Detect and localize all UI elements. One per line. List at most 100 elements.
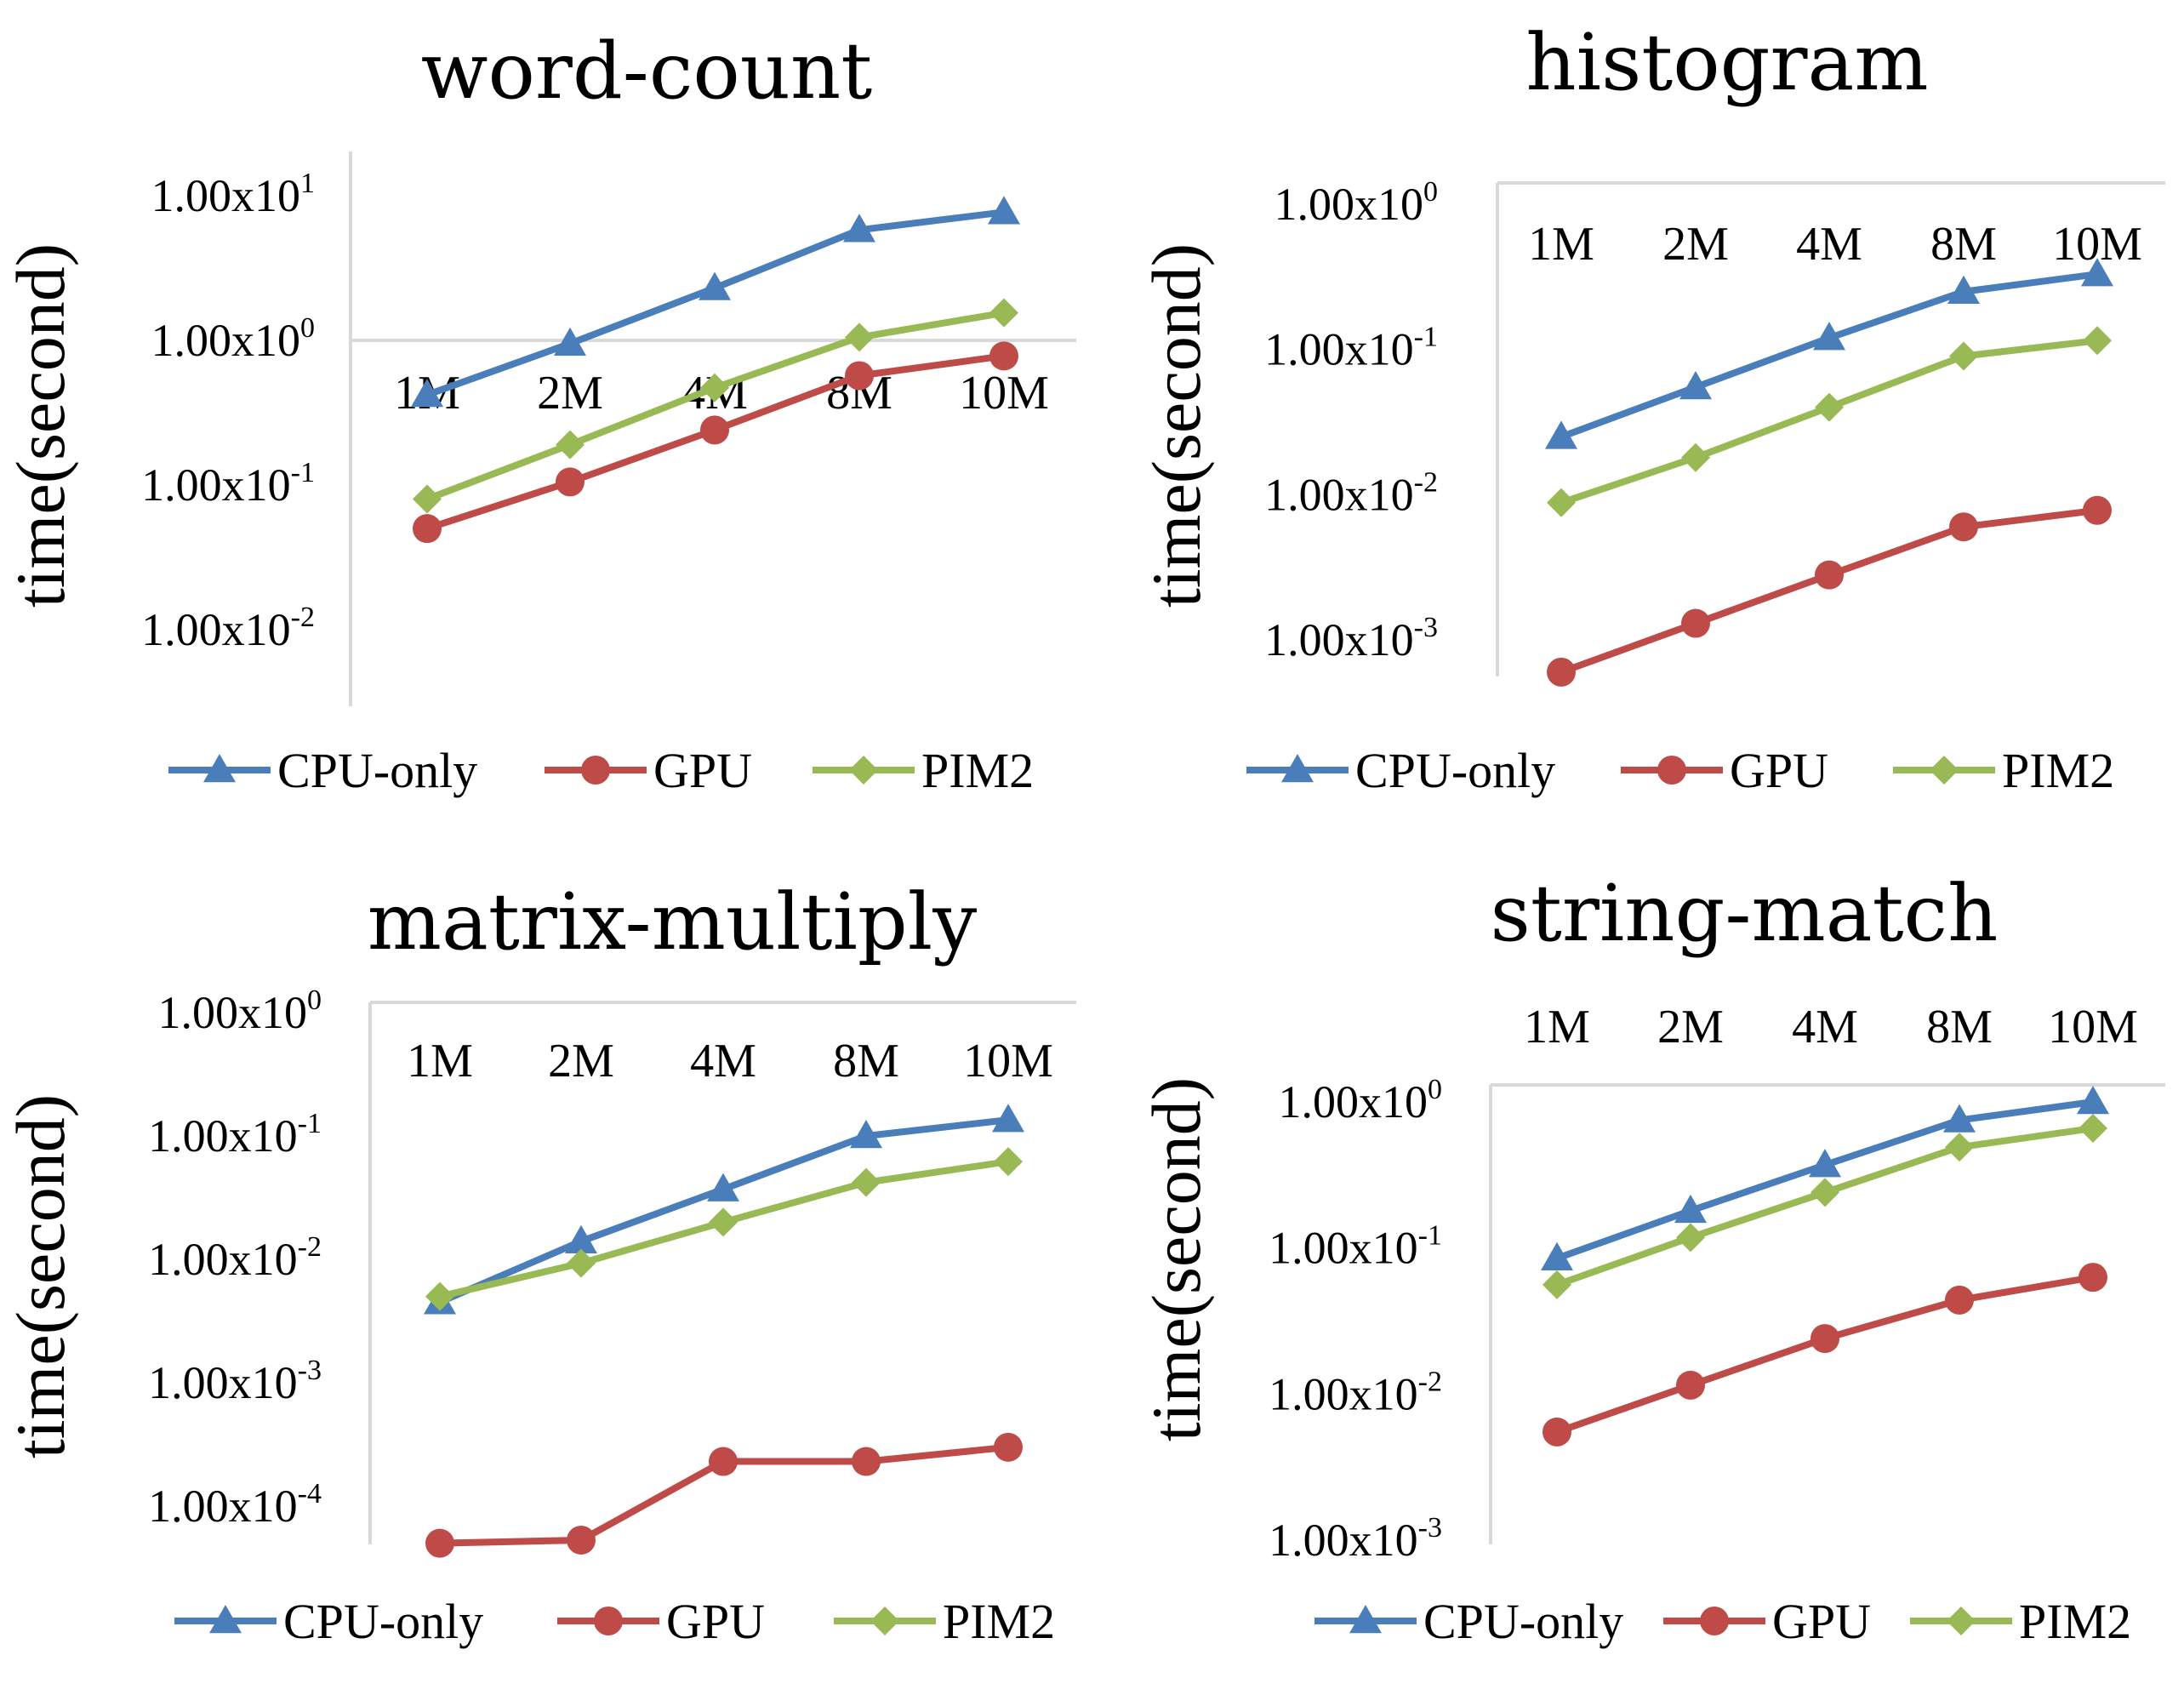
data-point-cpu-only [554,327,586,357]
chart-panel-word-count: word-count time(second) 1.00x101 1.00x100 1.… [2,26,1076,798]
y-tick-label: 1.00x10-2 [1269,1366,1442,1419]
data-point-pim2 [1547,488,1576,517]
data-point-pim2 [413,484,442,514]
data-point-cpu-only [411,379,443,408]
x-tick-label: 1M [1524,1001,1590,1053]
data-point-cpu-only [850,1120,882,1149]
y-tick-label: 1.00x10-1 [1264,322,1438,375]
data-point-pim2 [1949,341,1978,371]
data-point-cpu-only [2077,1086,2109,1115]
legend-marker-cpu-only [1281,754,1314,783]
chart-title: string-match [1491,868,1999,959]
x-tick-label: 1M [407,1035,473,1087]
data-point-pim2 [1815,392,1844,422]
legend-marker-pim2 [1947,1607,1976,1635]
data-point-pim2 [1810,1178,1839,1207]
legend-marker-cpu-only [209,1605,242,1634]
data-point-gpu [567,1525,596,1555]
legend-label-pim2: PIM2 [2002,743,2114,798]
data-point-cpu-only [843,214,875,243]
chart-title: matrix-multiply [368,876,977,967]
data-point-cpu-only [1813,322,1845,351]
y-tick-label: 1.00x100 [1274,176,1439,230]
series-line-gpu [1560,506,2098,676]
legend-marker-gpu [594,1607,623,1635]
y-axis-label: time(second) [2,243,79,608]
data-point-gpu [1681,608,1710,638]
data-point-cpu-only [707,1173,739,1201]
data-point-pim2 [1542,1270,1571,1299]
data-point-pim2 [845,322,874,352]
y-tick-label: 1.00x10-3 [1264,612,1438,665]
y-tick-label: 1.00x100 [158,984,322,1038]
legend-marker-gpu [581,756,610,785]
data-point-gpu [425,1528,454,1558]
data-point-cpu-only [1541,1241,1573,1271]
legend-marker-cpu-only [203,754,236,783]
data-point-gpu [1945,1285,1974,1315]
x-tick-label: 1M [1528,218,1594,271]
y-tick-label: 1.00x10-2 [1264,466,1438,520]
chart-panel-matrix-multiply: matrix-multiply time(second) 1.00x100 1.00x… [2,876,1076,1649]
data-point-gpu [413,514,442,544]
data-point-gpu [2083,495,2112,525]
data-point-gpu [1542,1417,1571,1447]
legend-label-gpu: GPU [666,1594,765,1649]
data-point-cpu-only [699,271,731,300]
legend-label-cpu-only: CPU-only [1355,743,1555,798]
chart-title: histogram [1525,17,1928,108]
legend-label-pim2: PIM2 [943,1594,1055,1649]
y-axis-label: time(second) [1138,243,1215,608]
data-point-pim2 [425,1281,454,1311]
x-tick-label: 4M [1796,218,1862,271]
x-tick-label: 2M [1657,1001,1724,1053]
chart-title: word-count [421,26,873,117]
data-point-gpu [1547,657,1576,687]
chart-panel-string-match: string-match time(second) 1.00x100 1.00x10-… [1138,868,2165,1649]
legend-marker-pim2 [849,756,878,785]
data-point-pim2 [700,373,729,402]
legend-label-cpu-only: CPU-only [283,1594,483,1649]
data-point-pim2 [556,430,584,459]
data-point-gpu [709,1447,738,1476]
x-tick-label: 2M [548,1035,614,1087]
data-point-cpu-only [1947,275,1980,305]
data-point-cpu-only [1943,1104,1976,1133]
y-tick-label: 1.00x10-2 [148,1231,322,1285]
y-tick-label: 1.00x10-2 [141,602,315,655]
x-tick-label: 10M [959,367,1049,419]
legend-label-gpu: GPU [653,743,752,798]
y-tick-label: 1.00x10-3 [148,1355,322,1408]
x-tick-label: 4M [1792,1001,1858,1053]
y-tick-label: 1.00x10-1 [148,1108,322,1161]
data-point-cpu-only [1679,370,1712,400]
y-axis-label: time(second) [2,1094,79,1458]
data-point-gpu [1676,1370,1705,1400]
legend-marker-gpu [1700,1607,1729,1635]
x-tick-label: 8M [833,1035,899,1087]
legend-label-pim2: PIM2 [921,743,1034,798]
data-point-gpu [1815,560,1844,590]
legend-label-pim2: PIM2 [2019,1594,2131,1649]
y-tick-label: 1.00x10-1 [1269,1220,1442,1274]
legend-marker-cpu-only [1349,1605,1382,1634]
y-tick-label: 1.00x100 [151,312,316,366]
series-line-gpu [1555,1274,2094,1435]
data-point-gpu [845,361,874,391]
data-point-gpu [1949,512,1978,542]
data-point-pim2 [1945,1133,1974,1162]
x-tick-label: 10M [963,1035,1053,1087]
data-point-cpu-only [565,1224,597,1254]
data-point-pim2 [709,1207,738,1237]
data-point-gpu [994,1432,1023,1462]
y-tick-label: 1.00x10-3 [1269,1512,1442,1566]
x-tick-label: 2M [1662,218,1729,271]
legend-label-gpu: GPU [1772,1594,1871,1649]
x-tick-label: 8M [1930,218,1997,271]
data-point-pim2 [989,298,1018,328]
data-point-pim2 [2079,1113,2107,1143]
data-point-pim2 [1681,442,1710,472]
data-point-gpu [556,467,584,497]
y-tick-label: 1.00x10-1 [141,457,315,511]
x-tick-label: 2M [537,367,603,419]
